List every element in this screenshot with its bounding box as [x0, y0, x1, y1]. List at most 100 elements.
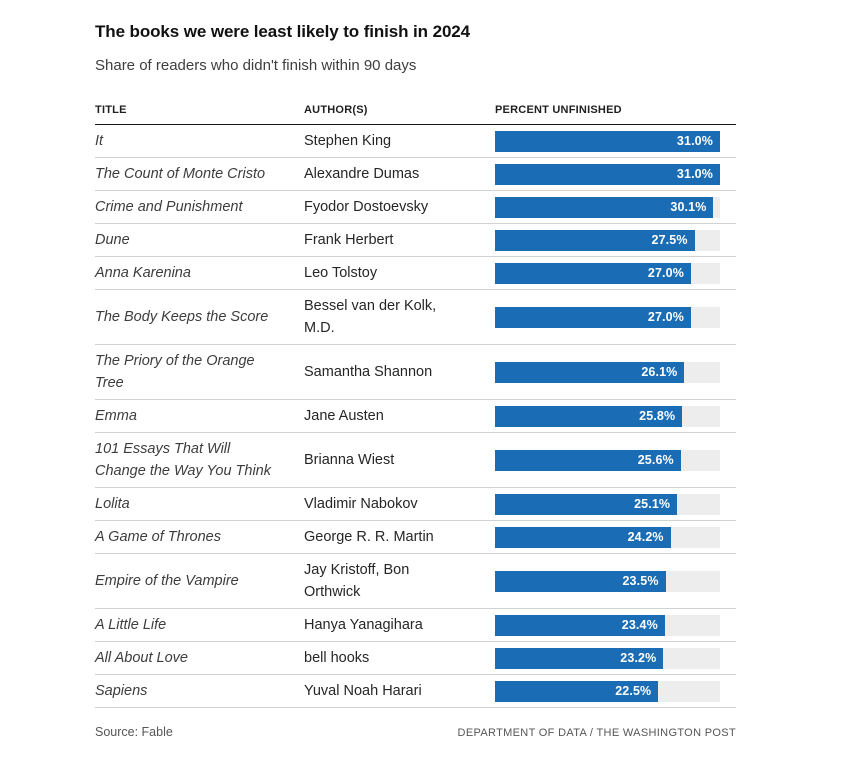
bar-value-label: 27.5% — [651, 233, 688, 247]
credit-note: DEPARTMENT OF DATA / THE WASHINGTON POST — [457, 727, 736, 739]
percent-bar: 22.5% — [495, 680, 659, 702]
footer: Source: Fable DEPARTMENT OF DATA / THE W… — [95, 725, 736, 739]
bar-value-label: 30.1% — [670, 200, 707, 214]
table-header: TITLE AUTHOR(S) PERCENT UNFINISHED — [95, 104, 736, 125]
book-author: George R. R. Martin — [304, 529, 434, 545]
bar-cell: 26.1% — [495, 361, 736, 383]
table-body: It Stephen King 31.0% The Count of Monte Cr… — [95, 125, 736, 708]
table-row: Lolita Vladimir Nabokov 25.1% — [95, 488, 736, 521]
bar-cell: 27.0% — [495, 262, 736, 284]
bar-value-label: 25.6% — [637, 453, 674, 467]
book-author: Bessel van der Kolk, M.D. — [304, 298, 437, 336]
bar-track: 25.8% — [495, 405, 720, 427]
bar-cell: 23.5% — [495, 570, 736, 592]
bar-value-label: 31.0% — [676, 134, 713, 148]
bar-track: 27.0% — [495, 306, 720, 328]
percent-bar: 27.0% — [495, 262, 691, 284]
source-note: Source: Fable — [95, 725, 173, 739]
book-title: Sapiens — [95, 683, 148, 699]
bar-track: 24.2% — [495, 526, 720, 548]
book-author: Jane Austen — [304, 408, 384, 424]
bar-cell: 22.5% — [495, 680, 736, 702]
book-author: Brianna Wiest — [304, 452, 395, 468]
table-row: A Little Life Hanya Yanagihara 23.4% — [95, 609, 736, 642]
percent-bar: 23.5% — [495, 570, 666, 592]
bar-cell: 27.5% — [495, 229, 736, 251]
percent-bar: 25.8% — [495, 405, 683, 427]
percent-bar: 31.0% — [495, 163, 720, 185]
percent-bar: 26.1% — [495, 361, 685, 383]
book-title: The Count of Monte Cristo — [95, 166, 266, 182]
percent-bar: 24.2% — [495, 526, 671, 548]
table-row: Emma Jane Austen 25.8% — [95, 400, 736, 433]
bar-value-label: 23.4% — [621, 618, 658, 632]
book-author: Alexandre Dumas — [304, 166, 420, 182]
percent-bar: 23.2% — [495, 647, 664, 669]
book-author: bell hooks — [304, 650, 370, 666]
book-author: Stephen King — [304, 133, 392, 149]
book-title: Lolita — [95, 496, 130, 512]
column-header-authors: AUTHOR(S) — [304, 104, 368, 116]
column-header-percent-unfinished: PERCENT UNFINISHED — [495, 104, 622, 116]
book-title: Crime and Punishment — [95, 199, 243, 215]
page-title: The books we were least likely to finish… — [95, 22, 471, 41]
table-row: The Body Keeps the Score Bessel van der K… — [95, 290, 736, 345]
bar-value-label: 27.0% — [647, 266, 684, 280]
percent-bar: 25.6% — [495, 449, 681, 471]
bar-cell: 31.0% — [495, 130, 736, 152]
table-row: 101 Essays That Will Change the Way You … — [95, 433, 736, 488]
book-title: A Game of Thrones — [95, 529, 221, 545]
bar-cell: 25.1% — [495, 493, 736, 515]
book-author: Samantha Shannon — [304, 364, 433, 380]
page-subtitle: Share of readers who didn't finish withi… — [95, 57, 417, 74]
percent-bar: 30.1% — [495, 196, 714, 218]
bar-value-label: 23.2% — [620, 651, 657, 665]
bar-track: 31.0% — [495, 163, 720, 185]
book-author: Vladimir Nabokov — [304, 496, 418, 512]
table-row: Empire of the Vampire Jay Kristoff, Bon O… — [95, 554, 736, 609]
bar-value-label: 25.8% — [639, 409, 676, 423]
bar-cell: 27.0% — [495, 306, 736, 328]
bar-value-label: 23.5% — [622, 574, 659, 588]
table-row: Anna Karenina Leo Tolstoy 27.0% — [95, 257, 736, 290]
book-title: Anna Karenina — [95, 265, 191, 281]
table-row: It Stephen King 31.0% — [95, 125, 736, 158]
book-title: It — [95, 133, 104, 149]
bar-cell: 30.1% — [495, 196, 736, 218]
book-title: Emma — [95, 408, 137, 424]
bar-track: 27.5% — [495, 229, 720, 251]
bar-track: 22.5% — [495, 680, 720, 702]
chart-container: The books we were least likely to finish… — [95, 22, 736, 739]
bar-cell: 31.0% — [495, 163, 736, 185]
bar-value-label: 24.2% — [627, 530, 664, 544]
bar-value-label: 27.0% — [647, 310, 684, 324]
bar-cell: 23.2% — [495, 647, 736, 669]
bar-value-label: 22.5% — [615, 684, 652, 698]
book-author: Jay Kristoff, Bon Orthwick — [304, 562, 410, 600]
percent-bar: 25.1% — [495, 493, 678, 515]
book-author: Fyodor Dostoevsky — [304, 199, 429, 215]
table-row: All About Love bell hooks 23.2% — [95, 642, 736, 675]
book-title: The Priory of the Orange Tree — [95, 353, 255, 391]
book-title: Empire of the Vampire — [95, 573, 239, 589]
table-row: Dune Frank Herbert 27.5% — [95, 224, 736, 257]
bar-cell: 24.2% — [495, 526, 736, 548]
table-row: Sapiens Yuval Noah Harari 22.5% — [95, 675, 736, 708]
bar-track: 25.6% — [495, 449, 720, 471]
book-title: All About Love — [95, 650, 188, 666]
book-title: A Little Life — [95, 617, 167, 633]
bar-track: 26.1% — [495, 361, 720, 383]
percent-bar: 23.4% — [495, 614, 665, 636]
bar-value-label: 31.0% — [676, 167, 713, 181]
bar-value-label: 26.1% — [641, 365, 678, 379]
bar-track: 25.1% — [495, 493, 720, 515]
bar-track: 23.4% — [495, 614, 720, 636]
table-row: The Count of Monte Cristo Alexandre Dumas… — [95, 158, 736, 191]
book-author: Yuval Noah Harari — [304, 683, 422, 699]
table-row: The Priory of the Orange Tree Samantha Sh… — [95, 345, 736, 400]
bar-track: 31.0% — [495, 130, 720, 152]
book-author: Frank Herbert — [304, 232, 394, 248]
percent-bar: 31.0% — [495, 130, 720, 152]
percent-bar: 27.0% — [495, 306, 691, 328]
bar-track: 23.5% — [495, 570, 720, 592]
